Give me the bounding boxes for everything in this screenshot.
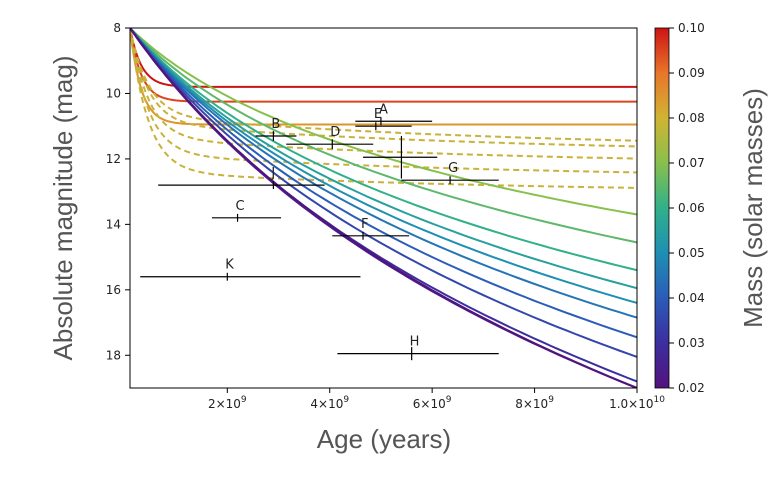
y-tick-label: 12 xyxy=(106,152,121,166)
y-tick-label: 16 xyxy=(106,283,121,297)
point-label: B xyxy=(271,117,280,132)
mass-track-0_074 xyxy=(130,28,637,189)
y-axis-ticks: 8 10 12 14 16 18 xyxy=(106,21,130,362)
y-tick-label: 10 xyxy=(106,86,121,100)
mass-track-0_076 xyxy=(130,28,637,174)
point-label: G xyxy=(448,161,458,176)
colorbar-ticks: 0.02 0.03 0.04 0.05 0.06 0.07 0.08 0.09 0.10 xyxy=(669,21,705,395)
mass-track-0_045 xyxy=(130,28,637,319)
data-points: AE B D G J C F K H xyxy=(140,102,499,361)
colorbar-tick-label: 0.02 xyxy=(678,381,705,395)
mass-track-0_02 xyxy=(130,28,637,388)
point-label: F xyxy=(361,217,368,232)
y-axis-title: Absolute magnitude (mag) xyxy=(48,56,78,361)
colorbar-tick-label: 0.10 xyxy=(678,21,705,35)
x-tick-label: 1.0×1010 xyxy=(609,395,665,411)
colorbar-tick-label: 0.04 xyxy=(678,291,705,305)
mass-track-0_025 xyxy=(130,28,637,388)
x-tick-label: 4×109 xyxy=(310,395,349,411)
data-point-C: C xyxy=(211,199,282,222)
colorbar-title: Mass (solar masses) xyxy=(738,88,768,328)
x-axis-title: Age (years) xyxy=(317,424,451,454)
mass-track-0_08 xyxy=(130,28,637,148)
data-point-K: K xyxy=(140,258,361,281)
point-label: H xyxy=(410,335,420,350)
mass-track-0_078 xyxy=(130,28,637,160)
plot-frame xyxy=(129,27,638,389)
point-label: C xyxy=(236,199,245,214)
point-label: D xyxy=(330,125,340,140)
mass-track-curves xyxy=(130,28,637,388)
point-label: A xyxy=(379,102,388,117)
mass-track-0_07 xyxy=(130,28,637,216)
colorbar-tick-label: 0.08 xyxy=(678,111,705,125)
colorbar-tick-label: 0.07 xyxy=(678,156,705,170)
x-axis-ticks: 2×109 4×109 6×109 8×109 1.0×1010 xyxy=(208,388,665,411)
point-label: K xyxy=(225,258,234,273)
data-point-J: J xyxy=(158,166,325,190)
y-tick-label: 14 xyxy=(106,217,121,231)
colorbar xyxy=(654,27,670,389)
colorbar-tick-label: 0.05 xyxy=(678,246,705,260)
x-tick-label: 2×109 xyxy=(208,395,247,411)
data-point-E: E xyxy=(355,107,412,131)
colorbar-tick-label: 0.09 xyxy=(678,66,705,80)
mass-track-0_055 xyxy=(130,28,637,290)
mass-track-0_095 xyxy=(130,28,637,103)
y-tick-label: 8 xyxy=(113,21,121,35)
colorbar-tick-label: 0.03 xyxy=(678,336,705,350)
y-tick-label: 18 xyxy=(106,348,121,362)
data-point-A: A xyxy=(355,102,433,126)
point-label: E xyxy=(374,107,382,122)
data-point-unlabeled xyxy=(363,136,438,179)
data-point-F: F xyxy=(332,217,410,240)
x-tick-label: 6×109 xyxy=(413,395,452,411)
data-point-G: G xyxy=(401,161,499,185)
mass-track-0_065 xyxy=(130,28,637,244)
colorbar-tick-label: 0.06 xyxy=(678,201,705,215)
x-tick-label: 8×109 xyxy=(515,395,554,411)
mass-track-0_1 xyxy=(130,28,637,88)
data-point-D: D xyxy=(286,125,374,150)
data-point-B: B xyxy=(255,117,297,141)
point-label: J xyxy=(270,166,275,181)
data-point-H: H xyxy=(337,335,499,361)
